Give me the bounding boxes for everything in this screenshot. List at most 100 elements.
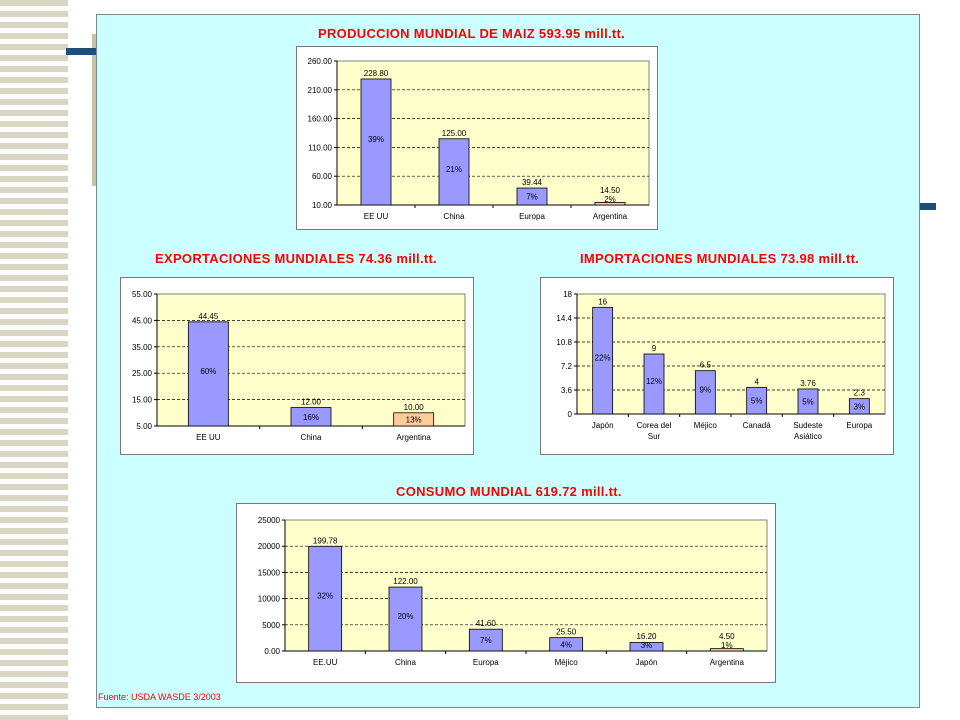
category-label: Méjico <box>555 658 579 667</box>
category-label: Argentina <box>710 658 745 667</box>
value-label: 125.00 <box>442 129 467 138</box>
category-label: Sudeste <box>793 421 823 430</box>
y-tick-label: 25.00 <box>132 369 153 378</box>
value-label: 39.44 <box>522 178 543 187</box>
decorative-stripes <box>0 0 68 720</box>
bar-produccion-0 <box>360 78 392 206</box>
percent-label: 5% <box>802 397 814 406</box>
produccion-chart: 10.00 60.00 110.00 160.00 210.00 260.00 228.80… <box>308 57 650 221</box>
category-label: Japón <box>592 421 614 430</box>
percent-label: 7% <box>480 636 492 645</box>
percent-label: 3% <box>854 402 866 411</box>
bar-consumo-0 <box>308 545 343 652</box>
percent-label: 5% <box>751 397 763 406</box>
bar-consumo-1 <box>388 586 423 652</box>
bar-produccion-3 <box>594 202 626 206</box>
plot-area <box>284 519 768 652</box>
y-tick-label: 14.4 <box>556 314 572 323</box>
bar-consumo-5 <box>709 648 744 652</box>
y-tick-label: 18 <box>563 290 572 299</box>
bar-importaciones-2 <box>694 370 716 415</box>
value-label: 16.20 <box>636 632 657 641</box>
percent-label: 3% <box>641 641 653 650</box>
y-tick-label: 10000 <box>258 595 281 604</box>
value-label: 2.3 <box>854 389 866 398</box>
percent-label: 1% <box>721 641 733 650</box>
percent-label: 22% <box>595 354 611 363</box>
y-tick-label: 3.6 <box>561 386 573 395</box>
value-label: 14.50 <box>600 186 621 195</box>
value-label: 9 <box>652 344 657 353</box>
category-label: Europa <box>473 658 499 667</box>
y-tick-label: 0.00 <box>264 647 280 656</box>
category-label: Argentina <box>593 212 628 221</box>
bar-importaciones-1 <box>643 353 665 415</box>
decorative-accent-vertical <box>92 34 98 186</box>
importaciones-chart: 0 3.6 7.2 10.8 14.4 18 16 22% Japón 9 12% Corea del… <box>556 290 886 441</box>
y-tick-label: 5000 <box>262 621 280 630</box>
bar-exportaciones-1 <box>290 407 332 427</box>
y-tick-label: 15000 <box>258 568 281 577</box>
category-label: China <box>444 212 465 221</box>
category-label: China <box>395 658 416 667</box>
importaciones-chart-box: 0 3.6 7.2 10.8 14.4 18 16 22% Japón 9 12% Corea del… <box>540 277 894 455</box>
y-tick-label: 45.00 <box>132 316 153 325</box>
percent-label: 32% <box>317 592 333 601</box>
value-label: 12.00 <box>301 398 322 407</box>
consumo-title: CONSUMO MUNDIAL 619.72 mill.tt. <box>396 484 622 499</box>
category-label: EE UU <box>196 433 221 442</box>
y-tick-label: 20000 <box>258 542 281 551</box>
value-label: 3.76 <box>800 379 816 388</box>
percent-label: 4% <box>560 640 572 649</box>
value-label: 4.50 <box>719 632 735 641</box>
value-label: 199.78 <box>313 536 338 545</box>
bar-exportaciones-0 <box>187 321 229 427</box>
percent-label: 13% <box>406 415 422 424</box>
y-tick-label: 35.00 <box>132 343 153 352</box>
y-tick-label: 7.2 <box>561 362 573 371</box>
y-tick-label: 15.00 <box>132 396 153 405</box>
percent-label: 12% <box>646 377 662 386</box>
produccion-chart-box: 10.00 60.00 110.00 160.00 210.00 260.00 228.80… <box>296 46 658 230</box>
y-tick-label: 10.8 <box>556 338 572 347</box>
y-tick-label: 110.00 <box>308 143 332 152</box>
y-tick-label: 55.00 <box>132 290 153 299</box>
percent-label: 60% <box>200 367 216 376</box>
value-label: 44.45 <box>198 312 219 321</box>
y-tick-label: 0 <box>568 410 573 419</box>
y-tick-label: 210.00 <box>308 86 333 95</box>
percent-label: 21% <box>446 165 462 174</box>
percent-label: 9% <box>700 385 712 394</box>
decorative-accent-right <box>916 203 936 210</box>
exportaciones-chart-box: 5.00 15.00 25.00 35.00 45.00 55.00 44.45 60% EE … <box>120 277 474 455</box>
percent-label: 16% <box>303 413 319 422</box>
category-label: Europa <box>846 421 872 430</box>
consumo-chart-box: 0.00 5000 10000 15000 20000 25000 199.78 32% EE.… <box>236 503 776 683</box>
percent-label: 20% <box>397 612 413 621</box>
percent-label: 39% <box>368 135 384 144</box>
bar-exportaciones-2 <box>393 412 435 427</box>
value-label: 122.00 <box>393 577 418 586</box>
bar-importaciones-0 <box>592 306 614 415</box>
bar-importaciones-3 <box>746 386 768 415</box>
y-tick-label: 60.00 <box>312 172 333 181</box>
source-note: Fuente: USDA WASDE 3/2003 <box>98 692 221 702</box>
bar-consumo-3 <box>549 637 584 652</box>
category-label: Argentina <box>397 433 432 442</box>
importaciones-title: IMPORTACIONES MUNDIALES 73.98 mill.tt. <box>580 251 860 266</box>
value-label: 6.5 <box>700 361 712 370</box>
consumo-chart: 0.00 5000 10000 15000 20000 25000 199.78 32% EE.… <box>258 516 768 667</box>
category-label: Canadá <box>743 421 772 430</box>
value-label: 25.50 <box>556 628 577 637</box>
produccion-title: PRODUCCION MUNDIAL DE MAIZ 593.95 mill.t… <box>318 26 626 41</box>
bar-importaciones-4 <box>797 388 819 415</box>
category-label: China <box>301 433 322 442</box>
category-label: EE.UU <box>313 658 338 667</box>
exportaciones-chart: 5.00 15.00 25.00 35.00 45.00 55.00 44.45 60% EE … <box>132 290 466 442</box>
category-label: Asiático <box>794 432 823 441</box>
y-tick-label: 160.00 <box>308 115 333 124</box>
bar-consumo-4 <box>629 642 664 652</box>
exportaciones-title: EXPORTACIONES MUNDIALES 74.36 mill.tt. <box>155 251 438 266</box>
bar-consumo-2 <box>468 628 503 652</box>
y-tick-label: 5.00 <box>136 422 152 431</box>
